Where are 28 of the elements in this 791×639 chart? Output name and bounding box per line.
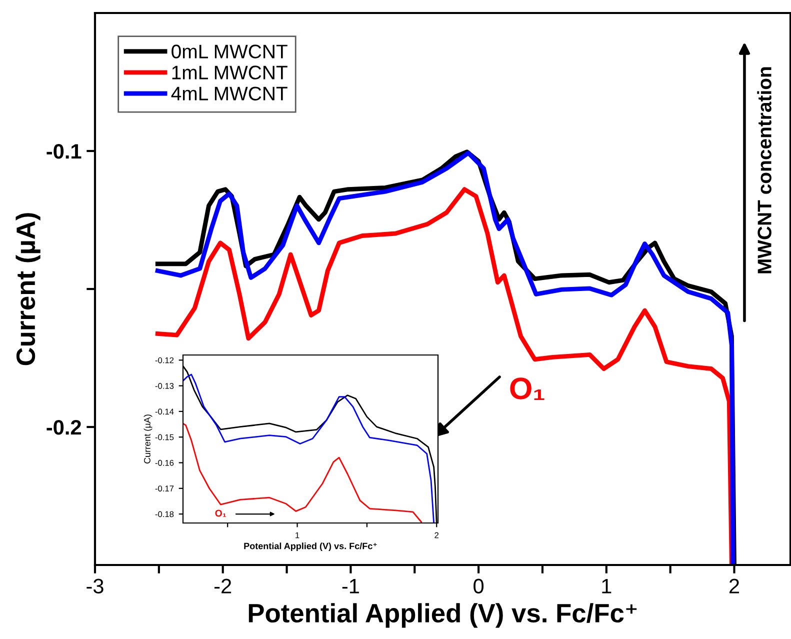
y-axis-title: Current (µA) (16, 213, 40, 366)
y-tick-label: -0.15 (155, 434, 174, 440)
x-tick-label: 1 (296, 532, 300, 538)
y-tick-label: -0.17 (155, 486, 174, 492)
y-tick-label: -0.14 (155, 408, 174, 415)
x-tick-label: -1 (342, 578, 359, 594)
y-tick-label: -0.2 (46, 420, 81, 435)
y-tick-label: -0.13 (155, 382, 174, 389)
y-tick-label: -0.1 (46, 144, 82, 159)
y-tick-label: -0.18 (155, 511, 174, 518)
legend-label: 1mL MWCNT (172, 66, 288, 80)
x-axis-title: Potential Applied (V) vs. Fc/Fc⁺ (244, 542, 377, 551)
legend-label: 0mL MWCNT (172, 44, 288, 58)
x-tick-label: 1 (602, 578, 612, 594)
legend-label: 4mL MWCNT (171, 86, 288, 100)
annotation: O₁ (215, 510, 226, 517)
y-axis-title: Current (µA) (144, 414, 152, 464)
x-axis-title: Potential Applied (V) vs. Fc/Fc⁺ (248, 603, 637, 628)
annotation: MWCNT concentration (757, 67, 772, 274)
line-series (183, 422, 422, 523)
y-tick-label: -0.12 (155, 357, 174, 364)
x-tick-label: 2 (434, 532, 439, 538)
annotation: O₁ (510, 378, 544, 400)
x-tick-label: 0 (474, 578, 484, 594)
x-tick-label: -3 (86, 578, 104, 594)
x-tick-label: -2 (214, 578, 232, 594)
y-tick-label: -0.16 (155, 460, 174, 466)
x-tick-label: 2 (730, 578, 739, 594)
